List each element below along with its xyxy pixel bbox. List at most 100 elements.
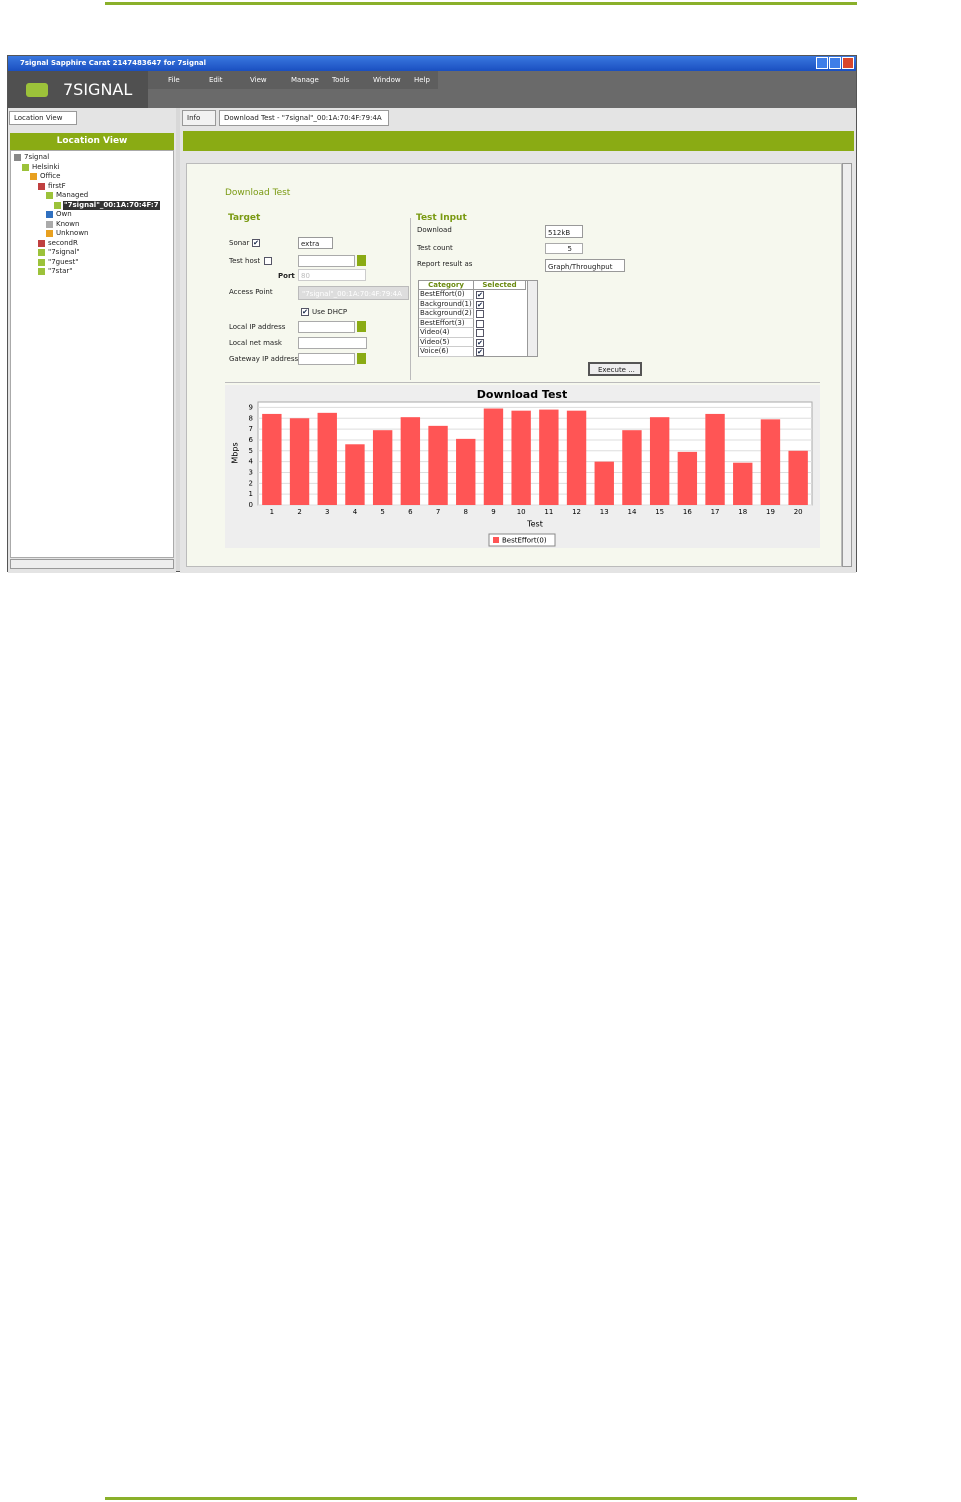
port-field[interactable]: 80 xyxy=(298,269,366,281)
green-arrow[interactable] xyxy=(357,255,366,266)
logo-area: 7SIGNAL xyxy=(8,71,148,108)
bar xyxy=(622,430,642,505)
menu-item[interactable]: Manage xyxy=(291,76,319,84)
menu-item[interactable]: File xyxy=(168,76,180,84)
table-checkbox[interactable] xyxy=(476,329,484,337)
tree-item[interactable]: secondR xyxy=(48,238,78,247)
tree-item[interactable]: "7signal"_00:1A:70:4F:7 xyxy=(63,200,160,210)
menu-item[interactable]: Edit xyxy=(209,76,223,84)
ip-field[interactable] xyxy=(298,255,355,267)
table-scrollbar[interactable] xyxy=(527,281,537,356)
tree-item[interactable]: "7star" xyxy=(48,267,73,275)
y-tick-label: 3 xyxy=(249,468,253,476)
plot-area xyxy=(257,401,813,506)
tab[interactable]: Info xyxy=(182,110,216,126)
dropdown[interactable]: 512kB xyxy=(545,225,583,238)
left-tab[interactable]: Location View xyxy=(9,111,77,125)
ap-dropdown[interactable]: "7signal"_00:1A:70:4F:79:4A xyxy=(298,286,409,300)
bar xyxy=(428,425,448,505)
tree-icon xyxy=(38,249,45,256)
rule-bottom xyxy=(105,1497,857,1500)
green-bar xyxy=(183,131,854,151)
green-arrow[interactable] xyxy=(357,353,366,364)
tree-item[interactable]: Office xyxy=(40,172,61,180)
dropdown[interactable]: Graph/Throughput xyxy=(545,259,625,272)
checkbox[interactable]: ✔ xyxy=(301,308,309,316)
bar xyxy=(733,462,753,505)
table-cell: Video(5) xyxy=(419,337,474,347)
tree-item[interactable]: Helsinki xyxy=(32,162,60,171)
execute-button[interactable]: Execute ... xyxy=(588,362,642,376)
green-arrow[interactable] xyxy=(357,321,366,332)
label: Access Point xyxy=(229,288,273,296)
menu-item[interactable]: View xyxy=(250,76,267,84)
table-checkbox[interactable] xyxy=(476,319,484,328)
table-cell: BestEffort(3) xyxy=(419,318,474,328)
ip-field[interactable] xyxy=(298,337,367,349)
x-tick-label: 12 xyxy=(572,508,581,516)
y-tick-label: 7 xyxy=(249,425,253,433)
legend-label: BestEffort(0) xyxy=(502,537,547,545)
tab-label: Location View xyxy=(14,114,63,122)
table-checkbox[interactable]: ✔ xyxy=(476,348,484,356)
menu-item[interactable]: Help xyxy=(414,76,430,84)
table-checkbox[interactable]: ✔ xyxy=(476,291,484,299)
y-tick-label: 9 xyxy=(249,403,253,411)
x-tick-label: 19 xyxy=(766,508,775,516)
tree-item[interactable]: Unknown xyxy=(56,229,89,237)
tab[interactable]: Download Test - "7signal"_00:1A:70:4F:79… xyxy=(219,110,389,126)
table-checkbox[interactable]: ✔ xyxy=(476,338,484,347)
spinner[interactable]: 5 xyxy=(545,243,583,254)
table-checkbox[interactable]: ✔ xyxy=(476,300,484,309)
checkbox[interactable] xyxy=(264,257,272,265)
tree-item[interactable]: 7signal xyxy=(24,153,50,161)
tree-icon xyxy=(14,154,21,161)
y-tick-label: 2 xyxy=(249,479,253,487)
bar xyxy=(483,408,504,505)
bar xyxy=(539,409,559,505)
checkbox[interactable]: ✔ xyxy=(252,239,260,247)
x-tick-label: 17 xyxy=(711,508,720,516)
table-cell: Voice(6) xyxy=(419,347,474,357)
y-tick-label: 8 xyxy=(249,414,253,422)
tree-item[interactable]: Managed xyxy=(56,191,89,199)
label: Test count xyxy=(417,244,453,252)
ip-field[interactable] xyxy=(298,321,355,333)
x-tick-label: 15 xyxy=(655,508,664,516)
x-axis-label: Test xyxy=(526,520,543,529)
form-title: Download Test xyxy=(225,188,291,198)
bar xyxy=(677,451,698,505)
maximize[interactable] xyxy=(829,57,841,69)
tree-icon xyxy=(54,201,61,209)
location-tree: 7signal Helsinki Office firstF Managed "7sign… xyxy=(10,150,174,558)
tree-item[interactable]: firstF xyxy=(48,181,66,190)
x-tick-label: 16 xyxy=(683,508,692,516)
label: Gateway IP address xyxy=(229,355,299,363)
ip-field[interactable] xyxy=(298,353,355,365)
table-cell: Background(1) xyxy=(419,299,474,309)
dropdown[interactable]: extra xyxy=(298,237,333,249)
tree-item[interactable]: "7signal" xyxy=(48,248,80,256)
close[interactable] xyxy=(842,57,854,69)
x-tick-label: 11 xyxy=(544,508,553,516)
panel-header-text: Location View xyxy=(56,136,128,146)
spinner-value: 5 xyxy=(567,245,572,253)
tree-item[interactable]: Known xyxy=(56,219,80,228)
table-checkbox[interactable] xyxy=(476,310,484,318)
x-tick-label: 13 xyxy=(600,508,609,516)
minimize[interactable] xyxy=(816,57,828,69)
y-axis-label: Mbps xyxy=(231,442,240,463)
bar xyxy=(594,461,614,505)
label: Use DHCP xyxy=(312,308,348,316)
panel-header: Location View xyxy=(10,133,174,150)
tree-item[interactable]: "7guest" xyxy=(48,257,79,266)
table-cell: BestEffort(0) xyxy=(419,290,474,300)
tree-item[interactable]: Own xyxy=(56,210,72,218)
menu-item[interactable]: Window xyxy=(373,76,401,84)
table-cell: Background(2) xyxy=(419,309,474,319)
v-scrollbar[interactable] xyxy=(842,163,852,567)
h-scrollbar[interactable] xyxy=(10,559,174,569)
x-tick-label: 7 xyxy=(436,508,440,516)
menu-item[interactable]: Tools xyxy=(332,76,350,84)
